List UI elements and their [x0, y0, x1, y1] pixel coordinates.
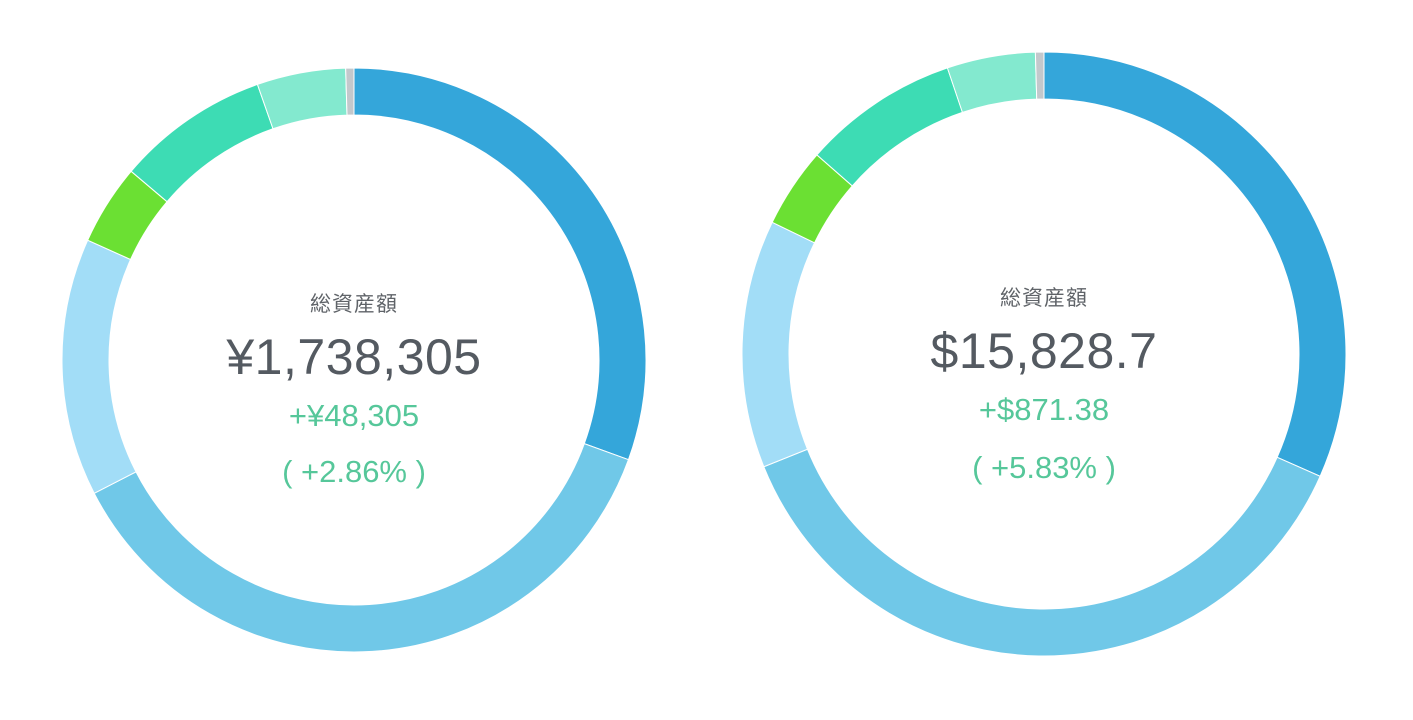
donut-segment-2[interactable] — [93, 443, 630, 653]
donut-ring-usd — [741, 51, 1347, 657]
donut-segment-5[interactable] — [130, 83, 274, 203]
donut-segment-6[interactable] — [256, 67, 348, 130]
total-assets-title: 総資産額 — [1000, 286, 1088, 310]
donut-ring-jpy — [61, 67, 647, 653]
donut-segment-7[interactable] — [345, 67, 355, 116]
donut-segment-7[interactable] — [1034, 51, 1045, 100]
donut-chart-jpy: 総資産額 ¥1,738,305 +¥48,305 ( +2.86% ) — [61, 67, 647, 653]
donut-segment-2[interactable] — [763, 448, 1321, 657]
donut-chart-usd: 総資産額 $15,828.7 +$871.38 ( +5.83% ) — [741, 51, 1347, 657]
total-assets-value: ¥1,738,305 — [226, 329, 482, 385]
change-amount: +¥48,305 — [288, 398, 420, 433]
total-assets-value: $15,828.7 — [930, 323, 1158, 379]
donut-segment-6[interactable] — [946, 51, 1038, 114]
change-amount: +$871.38 — [978, 392, 1110, 427]
total-assets-title: 総資産額 — [310, 292, 398, 316]
donut-segment-5[interactable] — [816, 67, 964, 187]
change-percent: ( +5.83% ) — [972, 450, 1116, 485]
change-percent: ( +2.86% ) — [282, 454, 426, 489]
